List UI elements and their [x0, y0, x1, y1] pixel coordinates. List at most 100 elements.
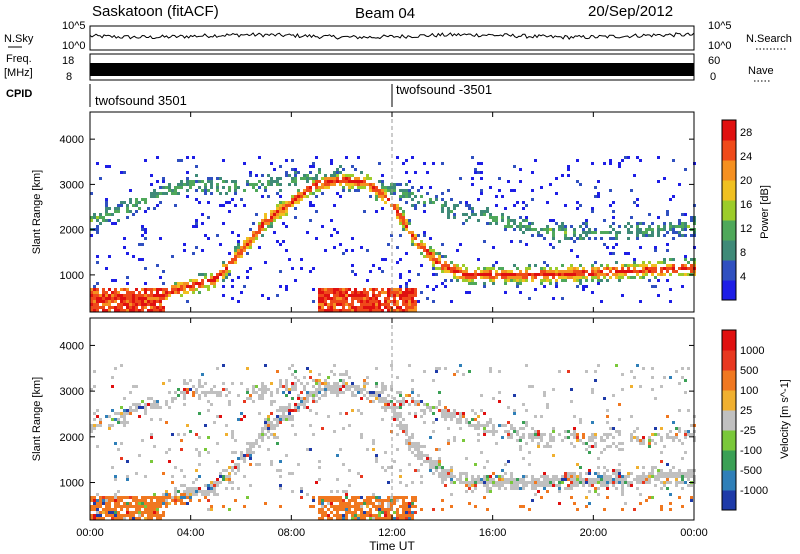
- data-cell: [96, 502, 99, 505]
- data-cell: [267, 180, 270, 183]
- colorbar-swatch: [722, 490, 736, 511]
- data-cell: [399, 475, 402, 478]
- data-cell: [378, 291, 381, 294]
- data-cell: [432, 273, 435, 276]
- data-cell: [546, 475, 549, 478]
- data-cell: [675, 231, 678, 234]
- data-cell: [474, 481, 477, 484]
- data-cell: [522, 219, 525, 222]
- data-cell: [90, 427, 93, 430]
- data-cell: [222, 279, 225, 282]
- data-cell: [684, 273, 687, 276]
- data-cell: [240, 255, 243, 258]
- data-cell: [93, 508, 96, 511]
- data-cell: [519, 448, 522, 451]
- data-cell: [618, 270, 621, 273]
- data-cell: [147, 508, 150, 511]
- data-cell: [237, 466, 240, 469]
- data-cell: [222, 264, 225, 267]
- data-cell: [165, 291, 168, 294]
- data-cell: [408, 412, 411, 415]
- data-cell: [294, 174, 297, 177]
- data-cell: [564, 270, 567, 273]
- data-cell: [132, 294, 135, 297]
- data-cell: [99, 511, 102, 514]
- data-cell: [132, 514, 135, 517]
- data-cell: [132, 291, 135, 294]
- data-cell: [639, 475, 642, 478]
- data-cell: [633, 430, 636, 433]
- data-cell: [684, 264, 687, 267]
- data-cell: [195, 490, 198, 493]
- data-cell: [153, 496, 156, 499]
- data-cell: [267, 183, 270, 186]
- data-cell: [591, 210, 594, 213]
- data-cell: [129, 309, 132, 312]
- data-cell: [522, 201, 525, 204]
- data-cell: [285, 210, 288, 213]
- data-cell: [546, 201, 549, 204]
- data-cell: [672, 231, 675, 234]
- data-cell: [435, 463, 438, 466]
- data-cell: [213, 493, 216, 496]
- data-cell: [336, 231, 339, 234]
- data-cell: [234, 451, 237, 454]
- data-cell: [204, 490, 207, 493]
- data-cell: [333, 180, 336, 183]
- data-cell: [525, 364, 528, 367]
- data-cell: [540, 270, 543, 273]
- data-cell: [663, 484, 666, 487]
- data-cell: [279, 421, 282, 424]
- data-cell: [342, 499, 345, 502]
- data-cell: [375, 391, 378, 394]
- data-cell: [579, 276, 582, 279]
- data-cell: [621, 448, 624, 451]
- data-cell: [348, 180, 351, 183]
- data-cell: [159, 237, 162, 240]
- data-cell: [537, 231, 540, 234]
- data-cell: [108, 424, 111, 427]
- data-cell: [240, 382, 243, 385]
- data-cell: [312, 385, 315, 388]
- data-cell: [210, 180, 213, 183]
- data-cell: [612, 210, 615, 213]
- data-cell: [105, 415, 108, 418]
- data-cell: [243, 249, 246, 252]
- data-cell: [276, 192, 279, 195]
- data-cell: [324, 291, 327, 294]
- data-cell: [660, 487, 663, 490]
- data-cell: [423, 454, 426, 457]
- data-cell: [150, 406, 153, 409]
- data-cell: [357, 388, 360, 391]
- data-cell: [402, 162, 405, 165]
- data-cell: [90, 388, 93, 391]
- data-cell: [582, 237, 585, 240]
- data-cell: [279, 484, 282, 487]
- data-cell: [411, 300, 414, 303]
- data-cell: [333, 430, 336, 433]
- data-cell: [642, 234, 645, 237]
- data-cell: [153, 493, 156, 496]
- data-cell: [417, 469, 420, 472]
- data-cell: [474, 505, 477, 508]
- data-cell: [480, 478, 483, 481]
- data-cell: [522, 225, 525, 228]
- data-cell: [195, 174, 198, 177]
- data-cell: [486, 478, 489, 481]
- data-cell: [408, 189, 411, 192]
- data-cell: [333, 291, 336, 294]
- station-title: Saskatoon (fitACF): [92, 3, 219, 20]
- data-cell: [456, 249, 459, 252]
- data-cell: [459, 276, 462, 279]
- data-cell: [516, 433, 519, 436]
- data-cell: [108, 496, 111, 499]
- data-cell: [252, 237, 255, 240]
- data-cell: [249, 445, 252, 448]
- data-cell: [207, 391, 210, 394]
- data-cell: [324, 385, 327, 388]
- data-cell: [507, 430, 510, 433]
- data-cell: [96, 508, 99, 511]
- data-cell: [129, 406, 132, 409]
- data-cell: [348, 385, 351, 388]
- data-cell: [426, 460, 429, 463]
